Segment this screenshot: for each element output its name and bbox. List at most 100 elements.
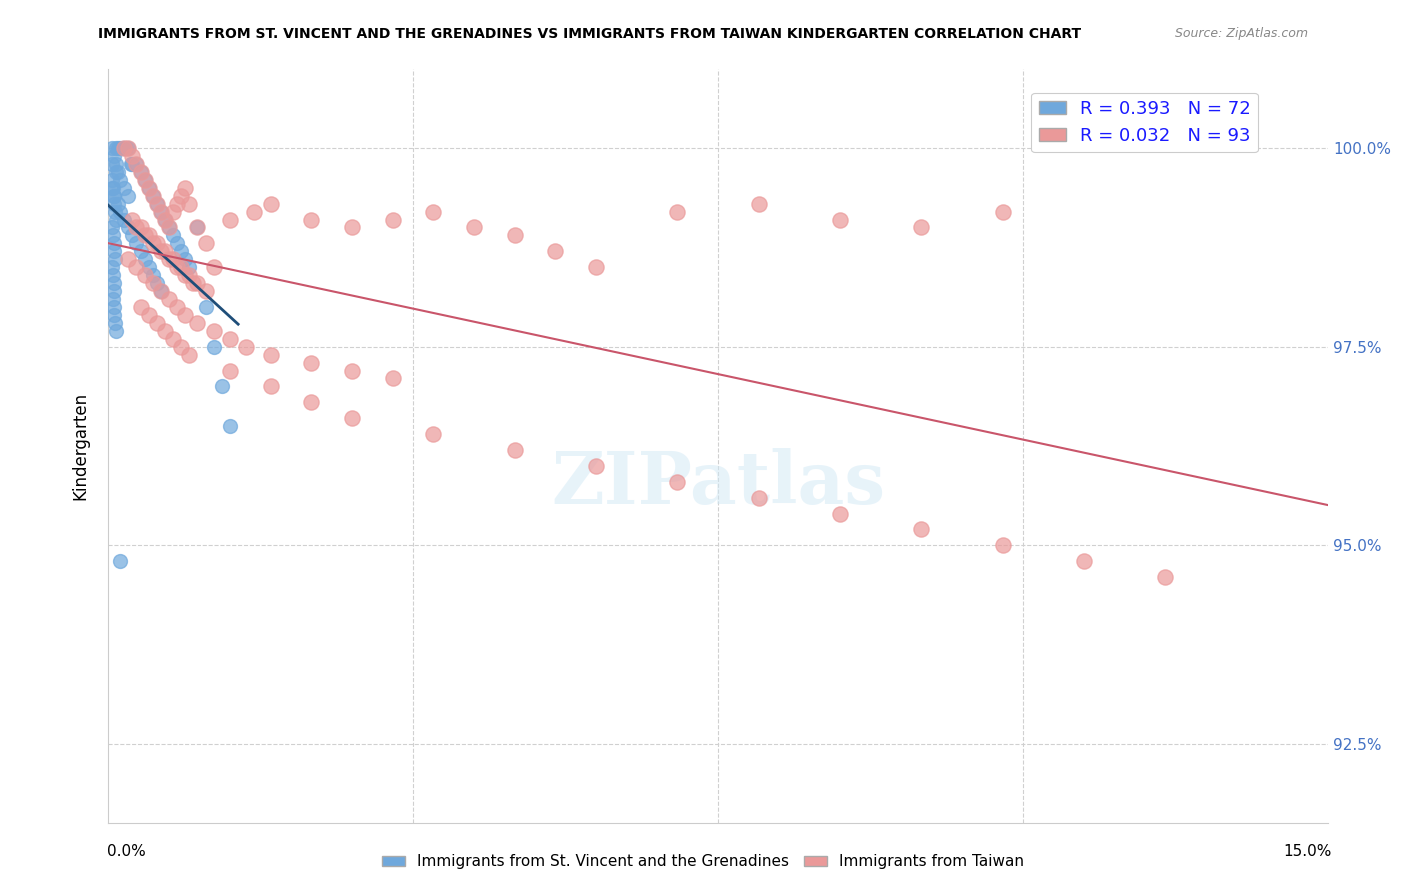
Point: [828, 507, 851, 521]
Point: [381, 212, 404, 227]
Point: [157, 220, 180, 235]
Point: [1073, 554, 1095, 568]
Point: [134, 173, 156, 187]
Point: [138, 228, 160, 243]
Point: [146, 276, 169, 290]
Point: [112, 212, 135, 227]
Point: [162, 332, 184, 346]
Point: [101, 180, 124, 194]
Point: [463, 220, 485, 235]
Point: [129, 244, 152, 259]
Point: [121, 212, 143, 227]
Point: [166, 196, 188, 211]
Point: [146, 236, 169, 251]
Point: [219, 363, 242, 377]
Point: [120, 157, 142, 171]
Point: [134, 173, 156, 187]
Point: [105, 324, 128, 338]
Point: [134, 268, 156, 282]
Point: [211, 379, 233, 393]
Point: [503, 228, 526, 243]
Point: [117, 220, 139, 235]
Point: [170, 260, 193, 275]
Point: [105, 212, 128, 227]
Point: [991, 538, 1014, 552]
Point: [149, 204, 172, 219]
Point: [125, 220, 148, 235]
Point: [149, 284, 172, 298]
Point: [991, 204, 1014, 219]
Point: [170, 188, 193, 202]
Point: [108, 173, 131, 187]
Point: [112, 141, 135, 155]
Point: [166, 300, 188, 314]
Point: [101, 228, 124, 243]
Point: [129, 220, 152, 235]
Point: [112, 180, 135, 194]
Point: [179, 268, 201, 282]
Text: 0.0%: 0.0%: [107, 845, 146, 859]
Point: [103, 149, 125, 163]
Point: [125, 236, 148, 251]
Point: [910, 220, 932, 235]
Point: [260, 348, 283, 362]
Point: [666, 475, 689, 489]
Point: [101, 180, 124, 194]
Point: [104, 316, 127, 330]
Point: [103, 188, 125, 202]
Point: [117, 141, 139, 155]
Point: [202, 324, 225, 338]
Point: [202, 340, 225, 354]
Point: [101, 220, 124, 235]
Point: [101, 157, 124, 171]
Point: [299, 395, 322, 409]
Text: Source: ZipAtlas.com: Source: ZipAtlas.com: [1174, 27, 1308, 40]
Point: [104, 252, 127, 267]
Point: [138, 308, 160, 322]
Legend: Immigrants from St. Vincent and the Grenadines, Immigrants from Taiwan: Immigrants from St. Vincent and the Gren…: [375, 848, 1031, 875]
Point: [422, 204, 444, 219]
Point: [157, 252, 180, 267]
Point: [340, 363, 363, 377]
Point: [149, 204, 172, 219]
Point: [146, 316, 169, 330]
Point: [105, 157, 128, 171]
Point: [129, 165, 152, 179]
Point: [107, 196, 129, 211]
Point: [194, 284, 217, 298]
Point: [194, 300, 217, 314]
Point: [202, 260, 225, 275]
Point: [105, 141, 128, 155]
Point: [101, 173, 124, 187]
Point: [299, 355, 322, 369]
Point: [129, 165, 152, 179]
Point: [125, 157, 148, 171]
Point: [166, 236, 188, 251]
Point: [142, 188, 165, 202]
Point: [103, 308, 125, 322]
Point: [103, 236, 125, 251]
Point: [146, 196, 169, 211]
Point: [138, 180, 160, 194]
Point: [162, 204, 184, 219]
Point: [174, 180, 197, 194]
Point: [219, 332, 242, 346]
Point: [103, 284, 125, 298]
Point: [125, 260, 148, 275]
Point: [142, 236, 165, 251]
Point: [179, 348, 201, 362]
Point: [101, 141, 124, 155]
Point: [112, 141, 135, 155]
Point: [103, 244, 125, 259]
Point: [174, 268, 197, 282]
Point: [101, 292, 124, 306]
Point: [170, 340, 193, 354]
Point: [101, 268, 124, 282]
Point: [138, 260, 160, 275]
Point: [121, 228, 143, 243]
Point: [157, 292, 180, 306]
Point: [153, 212, 176, 227]
Point: [149, 284, 172, 298]
Point: [179, 260, 201, 275]
Point: [108, 204, 131, 219]
